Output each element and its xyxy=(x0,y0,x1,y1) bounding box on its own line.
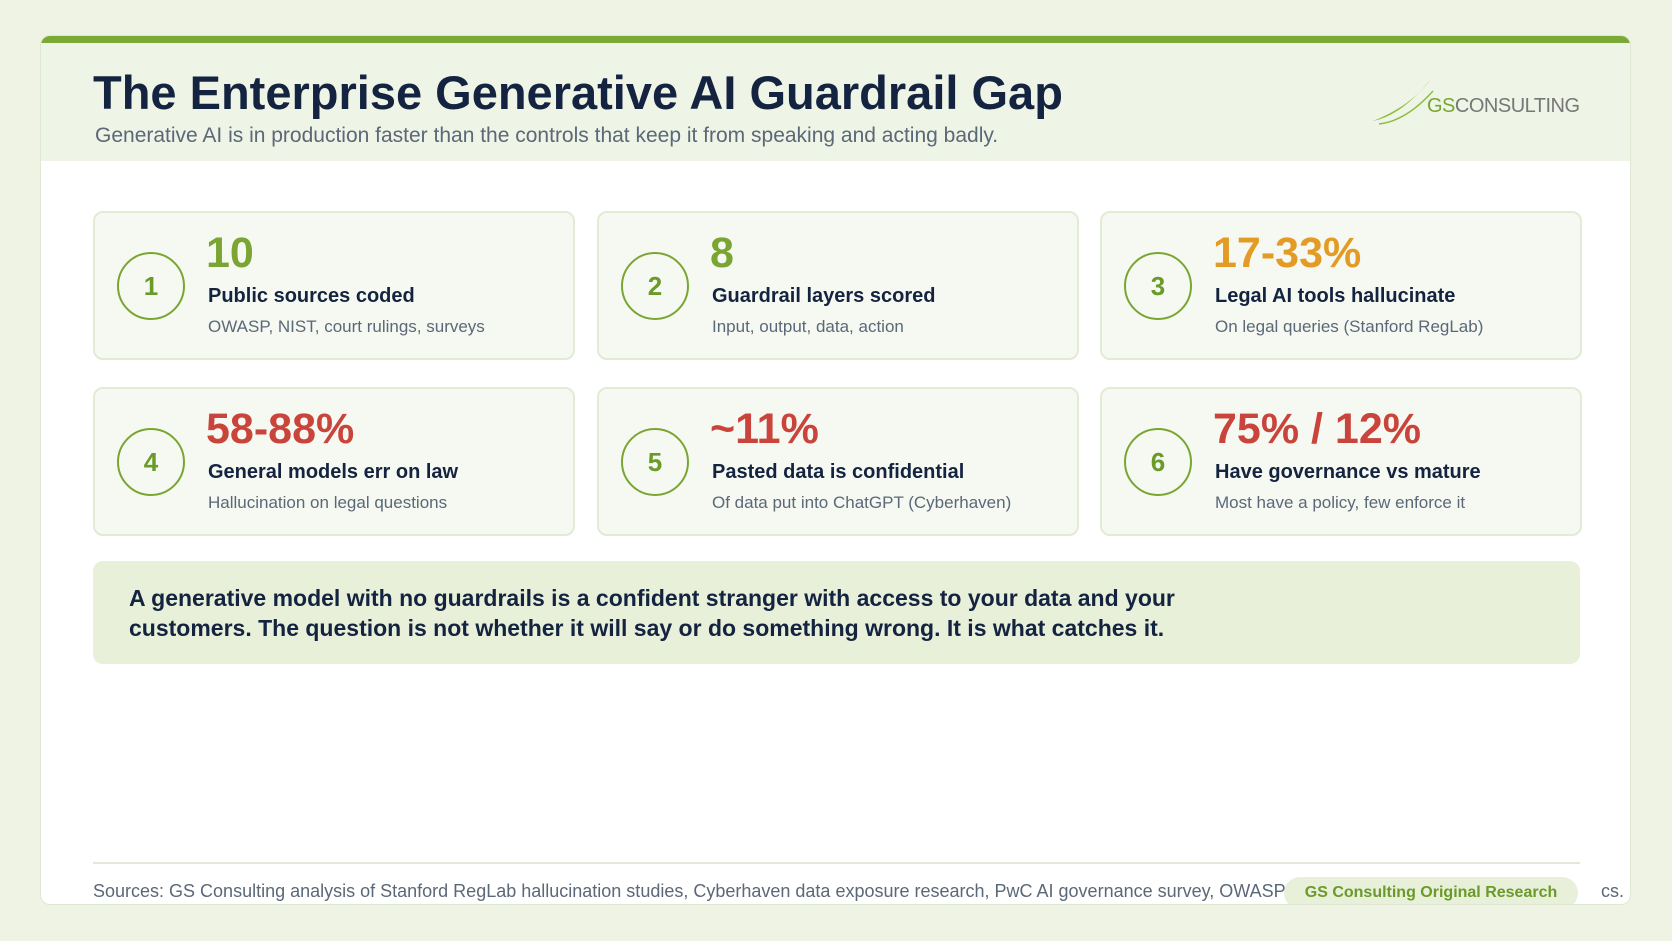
stat-label: Legal AI tools hallucinate xyxy=(1215,285,1456,307)
card-number: 4 xyxy=(117,428,185,496)
stat-value: 58-88% xyxy=(206,405,355,453)
stat-description: On legal queries (Stanford RegLab) xyxy=(1215,317,1484,336)
logo: GSCONSULTING xyxy=(1427,95,1580,118)
stat-label: General models err on law xyxy=(208,461,459,483)
stat-card: 4 58-88% General models err on law Hallucin… xyxy=(93,387,575,536)
badge: GS Consulting Original Research xyxy=(1284,877,1578,904)
stat-label: Have governance vs mature xyxy=(1215,461,1481,483)
card-number: 2 xyxy=(621,252,689,320)
callout: A generative model with no guardrails is… xyxy=(93,561,1580,664)
slide: The Enterprise Generative AI Guardrail G… xyxy=(40,35,1631,905)
callout-line: customers. The question is not whether i… xyxy=(129,615,1165,641)
stat-value: 17-33% xyxy=(1213,229,1362,277)
sources-tail: cs. xyxy=(1601,881,1625,901)
stat-label: Pasted data is confidential xyxy=(712,461,965,483)
logo-mark: GS xyxy=(1427,95,1455,117)
top-bar xyxy=(41,36,1630,43)
logo-swoosh xyxy=(1373,79,1434,125)
logo-name: CONSULTING xyxy=(1454,95,1580,117)
subtitle: Generative AI is in production faster th… xyxy=(95,124,999,147)
card-number: 6 xyxy=(1124,428,1192,496)
title: The Enterprise Generative AI Guardrail G… xyxy=(93,66,1063,119)
stat-value: 10 xyxy=(206,229,254,277)
stat-description: Hallucination on legal questions xyxy=(208,493,448,512)
stat-description: Input, output, data, action xyxy=(712,317,904,336)
card-number: 5 xyxy=(621,428,689,496)
header-band xyxy=(41,36,1630,161)
stat-value: 8 xyxy=(710,229,734,277)
stat-description: Of data put into ChatGPT (Cyberhaven) xyxy=(712,493,1012,512)
stat-description: OWASP, NIST, court rulings, surveys xyxy=(208,317,485,336)
stat-label: Guardrail layers scored xyxy=(712,285,936,307)
stat-card: 1 10 Public sources coded OWASP, NIST, cour… xyxy=(93,211,575,360)
card-number: 1 xyxy=(117,252,185,320)
stat-card: 3 17-33% Legal AI tools hallucinate On lega… xyxy=(1100,211,1582,360)
stat-card: 5 ~11% Pasted data is confidential Of data … xyxy=(597,387,1079,536)
card-number: 3 xyxy=(1124,252,1192,320)
footer-rule xyxy=(93,862,1580,864)
stat-value: 75% / 12% xyxy=(1213,405,1421,453)
stat-description: Most have a policy, few enforce it xyxy=(1215,493,1466,512)
stat-card: 2 8 Guardrail layers scored Input, output, … xyxy=(597,211,1079,360)
stat-value: ~11% xyxy=(710,405,819,453)
sources: Sources: GS Consulting analysis of Stanf… xyxy=(93,881,1286,901)
stat-label: Public sources coded xyxy=(208,285,415,307)
callout-line: A generative model with no guardrails is… xyxy=(129,585,1175,611)
stat-card: 6 75% / 12% Have governance vs mature Most … xyxy=(1100,387,1582,536)
